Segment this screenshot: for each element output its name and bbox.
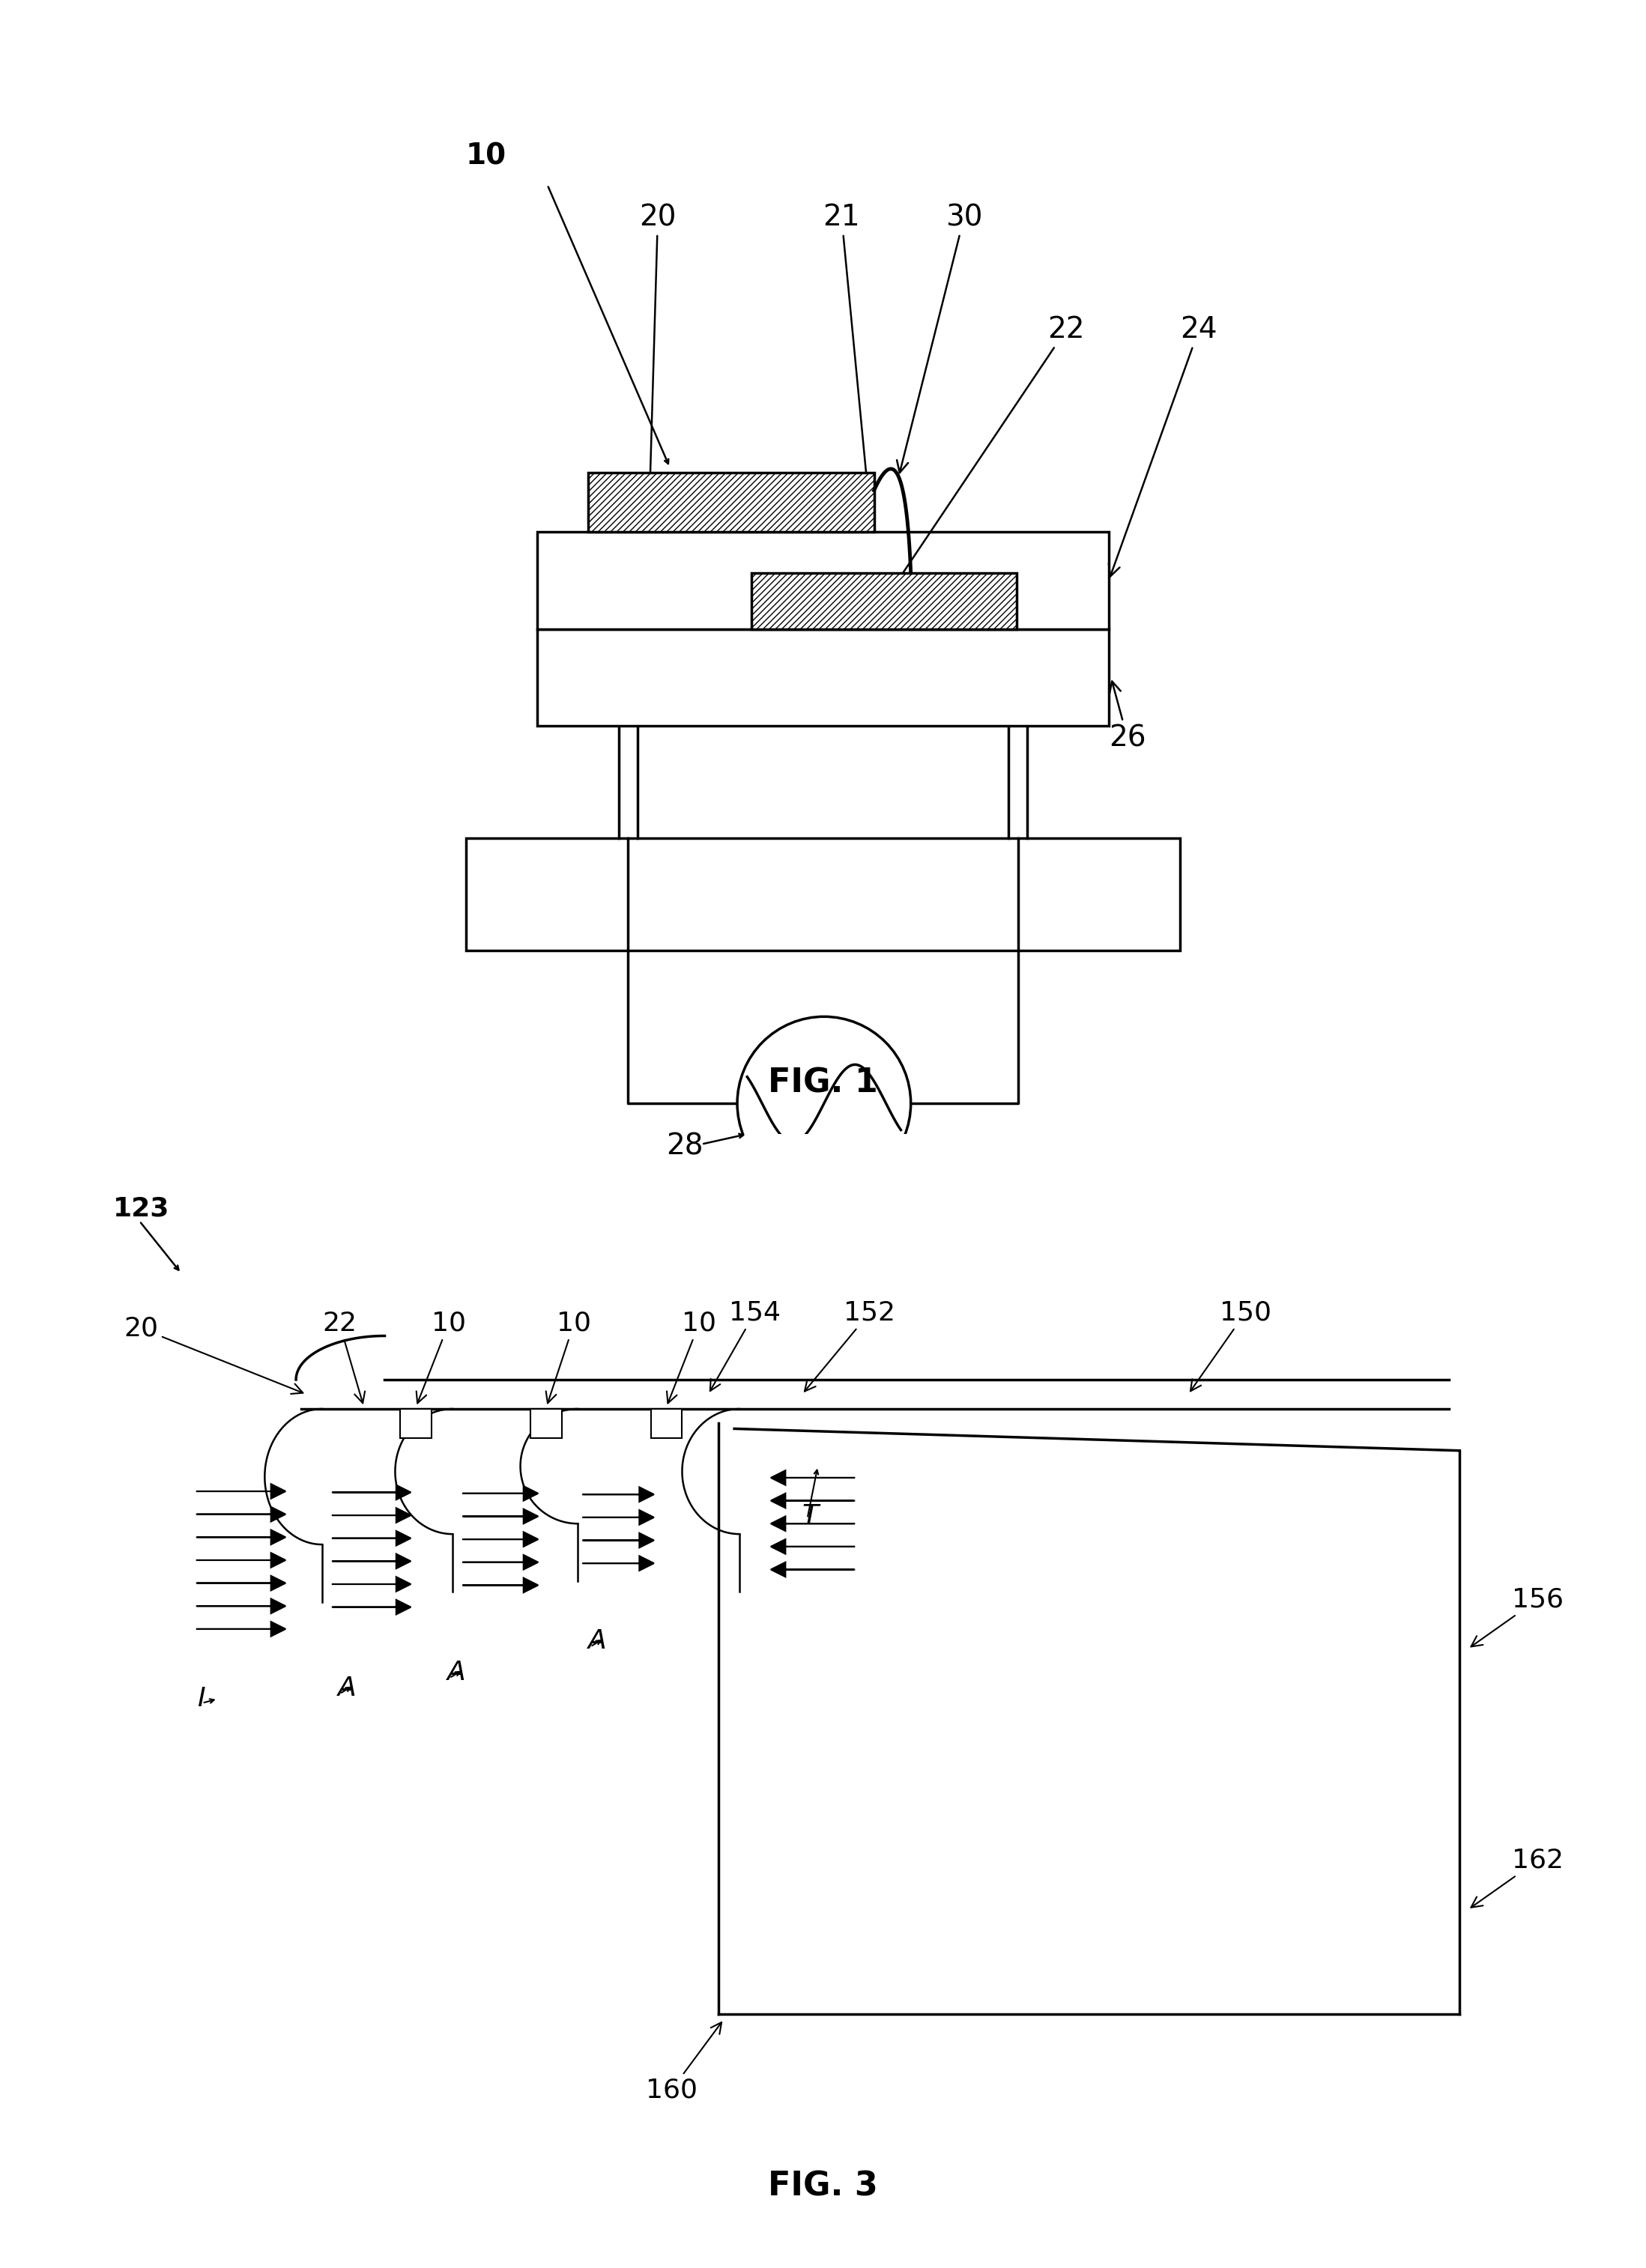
Text: 162: 162 [1472,1848,1564,1907]
FancyArrow shape [770,1492,854,1508]
FancyArrow shape [332,1486,412,1499]
Text: 20: 20 [123,1315,303,1395]
Bar [588,472,874,531]
FancyArrow shape [198,1622,285,1635]
Text: A: A [588,1628,607,1653]
Text: 10: 10 [466,143,507,170]
FancyArrow shape [583,1533,653,1547]
Text: A: A [448,1660,466,1685]
FancyArrow shape [583,1488,653,1501]
FancyArrow shape [332,1599,412,1615]
FancyArrow shape [332,1531,412,1545]
Text: A: A [337,1676,356,1701]
FancyArrow shape [332,1508,412,1522]
FancyArrow shape [198,1506,285,1522]
Text: 152: 152 [805,1300,895,1390]
FancyArrow shape [463,1579,538,1592]
Text: I: I [198,1685,204,1712]
FancyArrow shape [770,1517,854,1531]
Text: 22: 22 [887,315,1085,596]
Text: 22: 22 [323,1311,365,1404]
Text: 123: 123 [114,1195,170,1220]
Bar [466,839,1180,950]
Text: T: T [802,1504,818,1529]
Text: 160: 160 [645,2023,721,2102]
FancyArrow shape [198,1576,285,1590]
Text: 21: 21 [823,204,874,499]
Bar [400,1408,431,1438]
FancyArrow shape [770,1540,854,1554]
Text: 20: 20 [639,204,677,499]
FancyArrow shape [463,1486,538,1501]
FancyArrow shape [198,1599,285,1613]
FancyArrow shape [198,1554,285,1567]
FancyArrow shape [583,1556,653,1569]
Bar [537,628,1109,726]
Text: 10: 10 [667,1311,716,1404]
FancyArrow shape [332,1554,412,1569]
Text: 156: 156 [1472,1588,1564,1647]
Text: 28: 28 [665,1132,703,1161]
FancyArrow shape [770,1563,854,1576]
FancyArrow shape [332,1576,412,1592]
Text: FIG. 1: FIG. 1 [769,1066,877,1100]
Bar [752,574,1017,628]
Text: FIG. 3: FIG. 3 [769,2170,877,2202]
Text: 30: 30 [897,204,983,472]
Text: 150: 150 [1190,1300,1271,1390]
FancyArrow shape [198,1531,285,1545]
Text: 10: 10 [416,1311,466,1404]
Text: 26: 26 [1109,680,1146,753]
FancyArrow shape [770,1470,854,1486]
Text: 24: 24 [1109,315,1218,576]
Bar [530,1408,563,1438]
Bar [537,531,1109,628]
FancyArrow shape [463,1508,538,1524]
FancyArrow shape [583,1510,653,1524]
FancyArrow shape [463,1531,538,1547]
FancyArrow shape [463,1556,538,1569]
FancyArrow shape [198,1483,285,1499]
Bar [650,1408,681,1438]
Text: 10: 10 [546,1311,591,1404]
Circle shape [737,1016,910,1191]
Text: 154: 154 [709,1300,780,1390]
